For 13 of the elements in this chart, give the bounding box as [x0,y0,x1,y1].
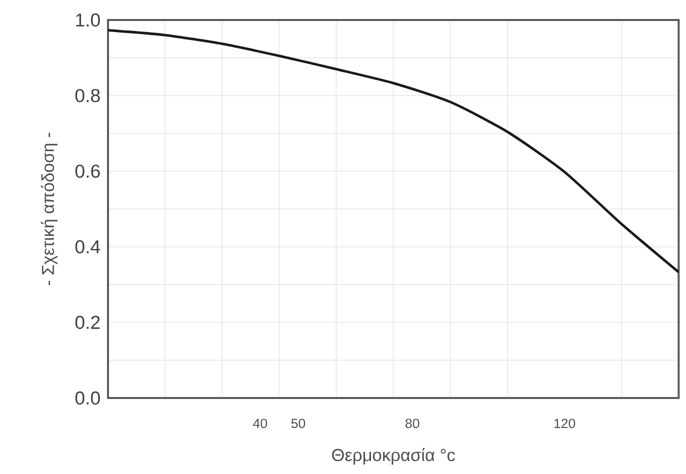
y-tick-label: 0.4 [75,240,100,254]
x-tick-label: 40 [253,418,268,428]
y-tick-label: 1.0 [76,13,100,27]
x-tick-label: 50 [291,418,306,428]
x-tick-label: 80 [406,418,420,428]
x-tick-label: 120 [554,418,576,428]
y-tick-label: 0.2 [75,316,100,329]
line-series [108,28,679,274]
y-tick-label: 0.8 [75,88,100,102]
y-axis-title: - Σχετική απόδοση - [40,132,58,286]
y-tick-label: 0.0 [75,391,100,405]
y-tick-label: 0.6 [75,164,100,178]
x-axis-title: Θερμοκρασία °c [332,448,455,465]
